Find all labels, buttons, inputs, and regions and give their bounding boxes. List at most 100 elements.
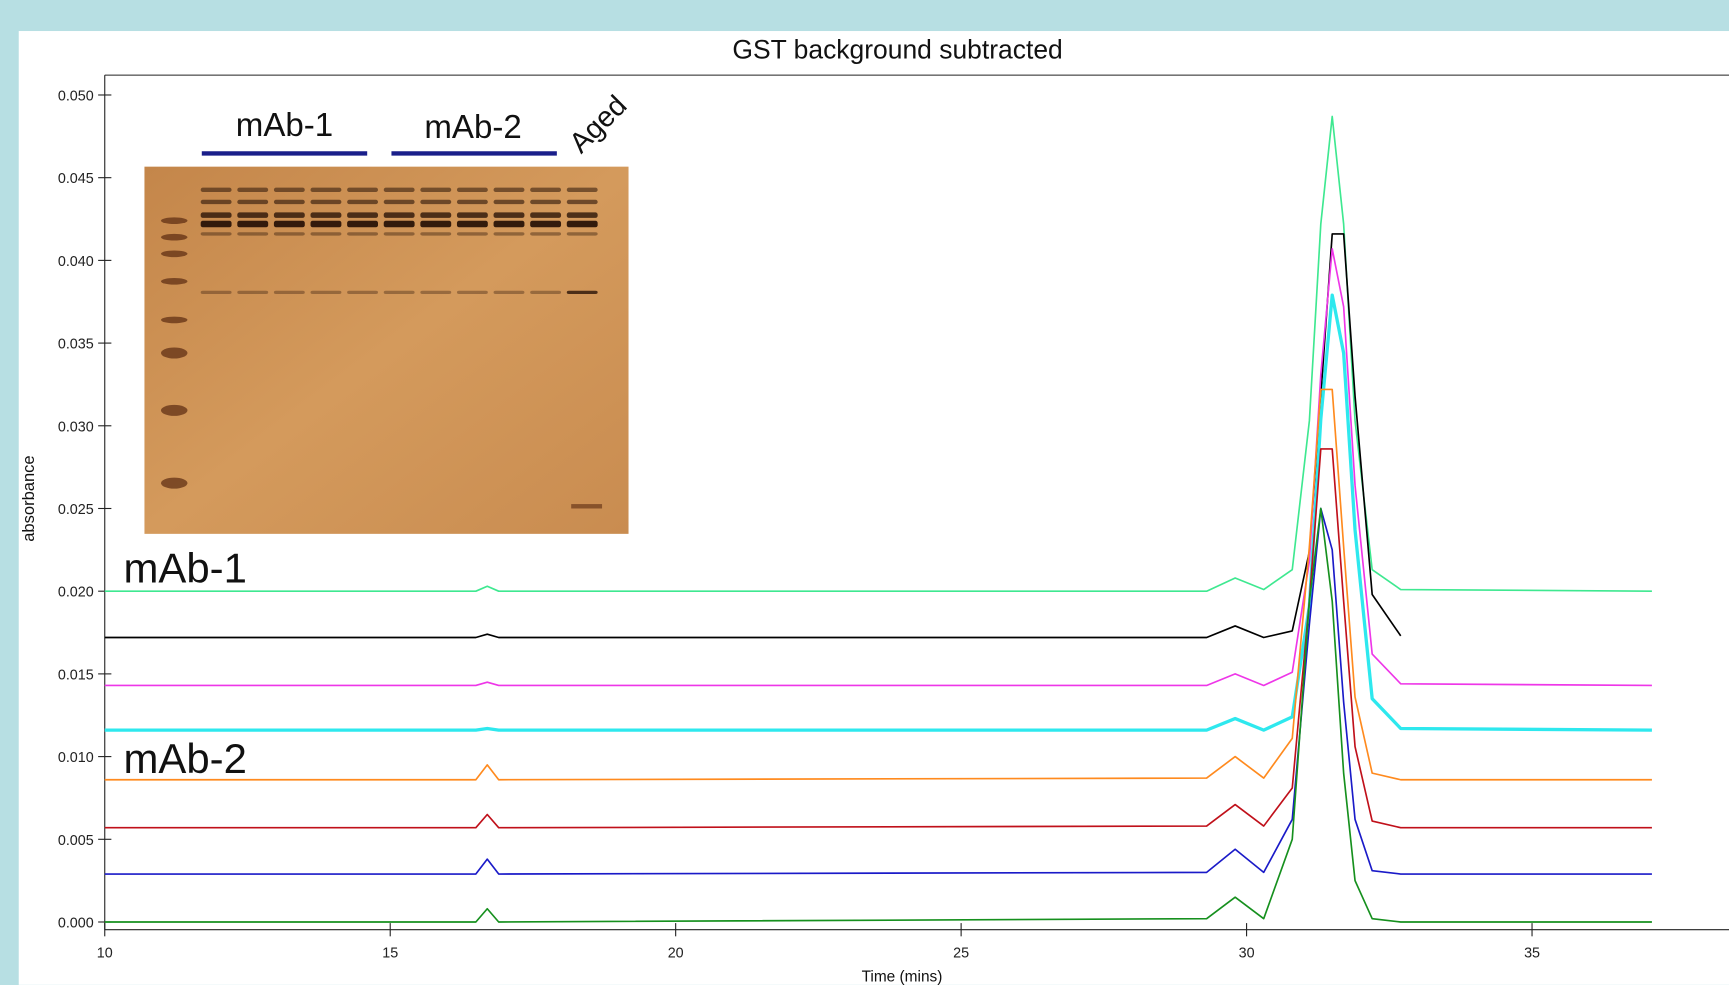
x-axis-label: Time (mins) bbox=[862, 969, 943, 985]
gel-band bbox=[310, 220, 342, 228]
gel-band bbox=[160, 217, 188, 224]
gel-band bbox=[310, 290, 342, 295]
gel-band bbox=[566, 220, 598, 228]
gel-band bbox=[456, 212, 488, 218]
y-tick-label: 0.010 bbox=[58, 750, 94, 766]
gel-band bbox=[347, 232, 378, 236]
gel-band bbox=[160, 477, 188, 489]
gel-band bbox=[566, 187, 598, 193]
gel-band bbox=[383, 290, 415, 295]
gel-band bbox=[200, 212, 232, 218]
gel-band bbox=[456, 220, 488, 228]
chart-title: GST background subtracted bbox=[732, 35, 1062, 65]
y-tick-label: 0.015 bbox=[58, 667, 94, 683]
inset-label: mAb-2 bbox=[424, 109, 521, 146]
trace bbox=[104, 247, 1652, 687]
gel-band bbox=[420, 220, 452, 228]
annotation: mAb-1 bbox=[124, 544, 247, 591]
inset-label: mAb-1 bbox=[236, 107, 333, 144]
gel-band bbox=[347, 187, 378, 193]
gel-band bbox=[310, 232, 342, 236]
gel-band bbox=[200, 199, 232, 205]
gel-band bbox=[160, 233, 188, 241]
y-tick-label: 0.035 bbox=[58, 337, 94, 353]
gel-band bbox=[420, 290, 452, 295]
gel-band bbox=[420, 232, 452, 236]
x-tick-label: 35 bbox=[1524, 945, 1540, 961]
gel-band bbox=[200, 220, 232, 228]
gel-band bbox=[456, 290, 488, 295]
gel-band bbox=[273, 220, 305, 228]
gel-band bbox=[493, 232, 525, 236]
gel-band bbox=[347, 199, 378, 205]
gel-band bbox=[273, 232, 305, 236]
gel-band bbox=[530, 199, 562, 205]
gel-band bbox=[493, 199, 525, 205]
gel-band bbox=[420, 199, 452, 205]
gel-band bbox=[571, 504, 603, 509]
gel-band bbox=[566, 212, 598, 218]
gel-band bbox=[310, 199, 342, 205]
annotation: mAb-2 bbox=[124, 735, 247, 782]
trace bbox=[104, 507, 1652, 923]
gel-band bbox=[237, 199, 269, 205]
gel-band bbox=[566, 290, 598, 295]
y-tick-label: 0.040 bbox=[58, 254, 94, 270]
x-tick-label: 30 bbox=[1239, 945, 1255, 961]
gel-band bbox=[310, 187, 342, 193]
gel-band bbox=[200, 187, 232, 193]
gel-band bbox=[530, 212, 562, 218]
gel-band bbox=[347, 220, 378, 228]
gel-band bbox=[530, 290, 562, 295]
gel-band bbox=[383, 187, 415, 193]
y-tick-label: 0.050 bbox=[58, 88, 94, 104]
gel-band bbox=[530, 232, 562, 236]
gel-band bbox=[347, 212, 378, 218]
y-tick-label: 0.005 bbox=[58, 833, 94, 849]
trace bbox=[104, 388, 1652, 781]
x-tick-label: 20 bbox=[668, 945, 684, 961]
gel-band bbox=[237, 232, 269, 236]
gel-band bbox=[200, 232, 232, 236]
gel-band bbox=[493, 290, 525, 295]
gel-band bbox=[237, 212, 269, 218]
gel-band bbox=[383, 220, 415, 228]
gel-band bbox=[273, 290, 305, 295]
y-axis-label: absorbance bbox=[19, 455, 38, 541]
gel-band bbox=[200, 290, 232, 295]
gel-band bbox=[383, 212, 415, 218]
trace bbox=[104, 448, 1652, 829]
gel-band bbox=[383, 232, 415, 236]
gel-band bbox=[160, 316, 188, 324]
y-tick-label: 0.020 bbox=[58, 585, 94, 601]
gel-band bbox=[160, 250, 188, 258]
gel-band bbox=[383, 199, 415, 205]
gel-band bbox=[493, 220, 525, 228]
gel-band bbox=[347, 290, 378, 295]
y-tick-label: 0.045 bbox=[58, 171, 94, 187]
x-tick-label: 10 bbox=[97, 945, 113, 961]
gel-band bbox=[456, 232, 488, 236]
trace bbox=[104, 293, 1652, 732]
gel-band bbox=[273, 199, 305, 205]
gel-band bbox=[160, 347, 188, 359]
gel-band bbox=[237, 290, 269, 295]
gel-image bbox=[144, 166, 629, 534]
gel-band bbox=[566, 232, 598, 236]
gel-band bbox=[420, 212, 452, 218]
gel-band bbox=[493, 212, 525, 218]
gel-band bbox=[160, 404, 188, 416]
y-tick-label: 0.030 bbox=[58, 419, 94, 435]
x-tick-label: 15 bbox=[382, 945, 398, 961]
gel-band bbox=[530, 220, 562, 228]
x-tick-label: 25 bbox=[953, 945, 969, 961]
gel-band bbox=[530, 187, 562, 193]
y-tick-label: 0.000 bbox=[58, 916, 94, 932]
gel-band bbox=[273, 212, 305, 218]
trace bbox=[104, 233, 1402, 639]
gel-band bbox=[160, 278, 188, 285]
gel-band bbox=[237, 187, 269, 193]
y-tick-label: 0.025 bbox=[58, 502, 94, 518]
